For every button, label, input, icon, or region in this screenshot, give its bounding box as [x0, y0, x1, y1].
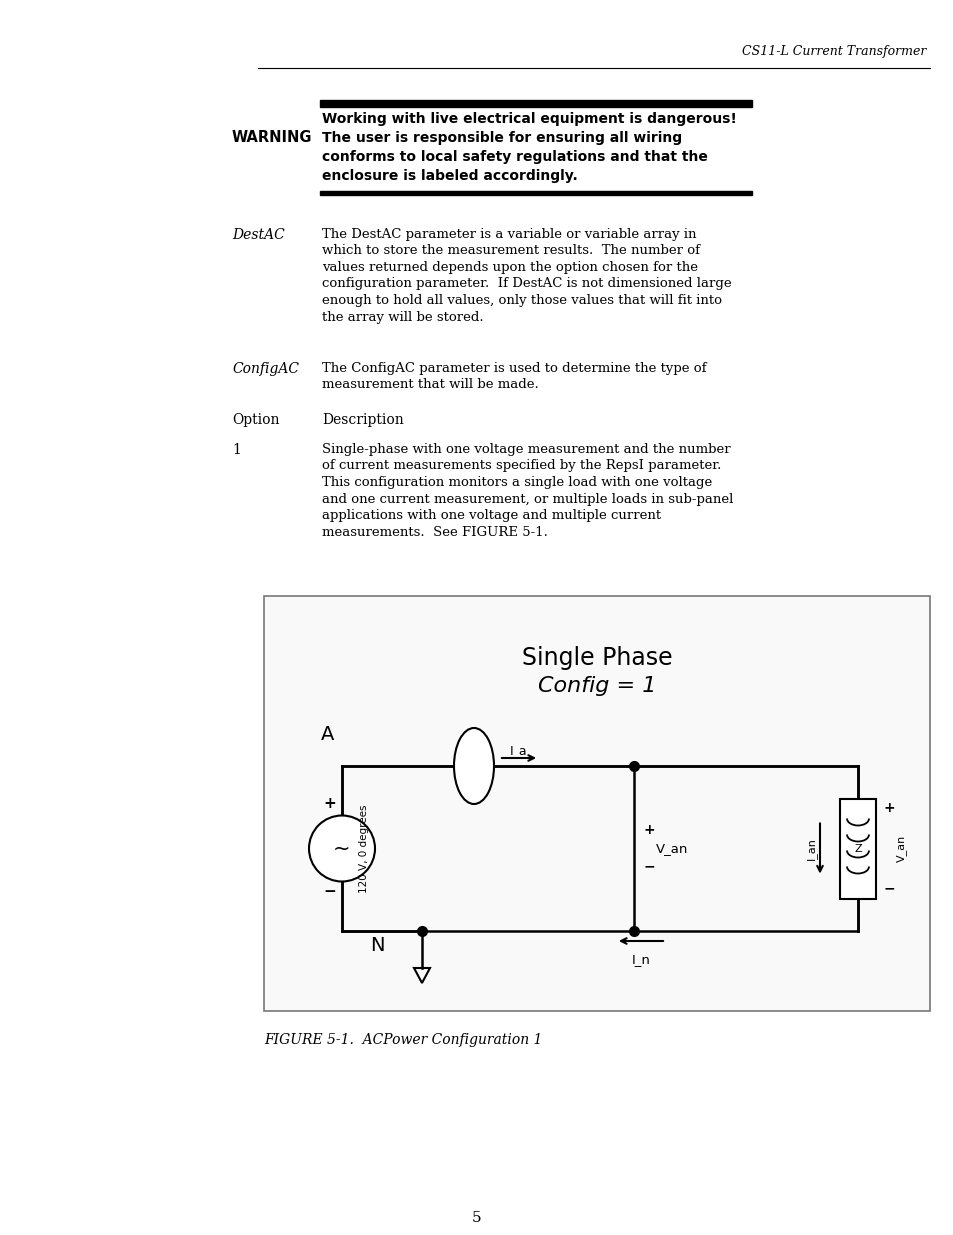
Text: V_an: V_an: [656, 842, 688, 855]
Text: conforms to local safety regulations and that the: conforms to local safety regulations and…: [322, 149, 707, 164]
Text: the array will be stored.: the array will be stored.: [322, 310, 483, 324]
Text: measurement that will be made.: measurement that will be made.: [322, 378, 538, 391]
Text: +: +: [883, 802, 895, 815]
Text: The user is responsible for ensuring all wiring: The user is responsible for ensuring all…: [322, 131, 681, 144]
Text: CS11-L Current Transformer: CS11-L Current Transformer: [740, 44, 925, 58]
Text: Single Phase: Single Phase: [521, 646, 672, 671]
Text: −: −: [643, 860, 655, 873]
Text: measurements.  See FIGURE 5-1.: measurements. See FIGURE 5-1.: [322, 526, 547, 538]
Text: DestAC: DestAC: [232, 228, 284, 242]
Text: This configuration monitors a single load with one voltage: This configuration monitors a single loa…: [322, 475, 712, 489]
Text: Option: Option: [232, 412, 279, 427]
Text: The DestAC parameter is a variable or variable array in: The DestAC parameter is a variable or va…: [322, 228, 696, 241]
Text: N: N: [370, 936, 384, 955]
Text: 120 V, 0 degrees: 120 V, 0 degrees: [358, 804, 369, 893]
Text: Description: Description: [322, 412, 403, 427]
Text: configuration parameter.  If DestAC is not dimensioned large: configuration parameter. If DestAC is no…: [322, 278, 731, 290]
Text: Working with live electrical equipment is dangerous!: Working with live electrical equipment i…: [322, 112, 736, 126]
Text: and one current measurement, or multiple loads in sub-panel: and one current measurement, or multiple…: [322, 493, 733, 505]
Text: values returned depends upon the option chosen for the: values returned depends upon the option …: [322, 261, 698, 274]
Bar: [840, 799, 875, 899]
Bar: [319, 100, 751, 107]
Text: 1: 1: [232, 443, 240, 457]
Text: Z: Z: [853, 844, 861, 853]
Text: I_n: I_n: [631, 953, 650, 966]
Text: applications with one voltage and multiple current: applications with one voltage and multip…: [322, 509, 660, 522]
Ellipse shape: [454, 727, 494, 804]
Bar: [264, 597, 929, 1011]
Circle shape: [309, 815, 375, 882]
Text: of current measurements specified by the RepsI parameter.: of current measurements specified by the…: [322, 459, 720, 473]
Text: ConfigAC: ConfigAC: [232, 362, 298, 375]
Bar: [319, 191, 751, 195]
Text: −: −: [323, 883, 336, 899]
Text: 5: 5: [472, 1212, 481, 1225]
Text: The ConfigAC parameter is used to determine the type of: The ConfigAC parameter is used to determ…: [322, 362, 706, 375]
Text: FIGURE 5-1.  ACPower Configuration 1: FIGURE 5-1. ACPower Configuration 1: [264, 1032, 542, 1047]
Text: −: −: [883, 882, 895, 895]
Text: which to store the measurement results.  The number of: which to store the measurement results. …: [322, 245, 700, 258]
Text: WARNING: WARNING: [232, 130, 313, 144]
Text: Config = 1: Config = 1: [537, 676, 656, 697]
Text: A: A: [320, 725, 334, 743]
Text: I_a: I_a: [510, 743, 527, 757]
Text: V_an: V_an: [895, 835, 906, 862]
Text: +: +: [323, 797, 336, 811]
Text: I_an: I_an: [805, 837, 816, 860]
Text: Single-phase with one voltage measurement and the number: Single-phase with one voltage measuremen…: [322, 443, 730, 456]
Text: enclosure is labeled accordingly.: enclosure is labeled accordingly.: [322, 169, 578, 183]
Text: +: +: [643, 824, 655, 837]
Text: ~: ~: [333, 839, 351, 858]
Text: enough to hold all values, only those values that will fit into: enough to hold all values, only those va…: [322, 294, 721, 308]
